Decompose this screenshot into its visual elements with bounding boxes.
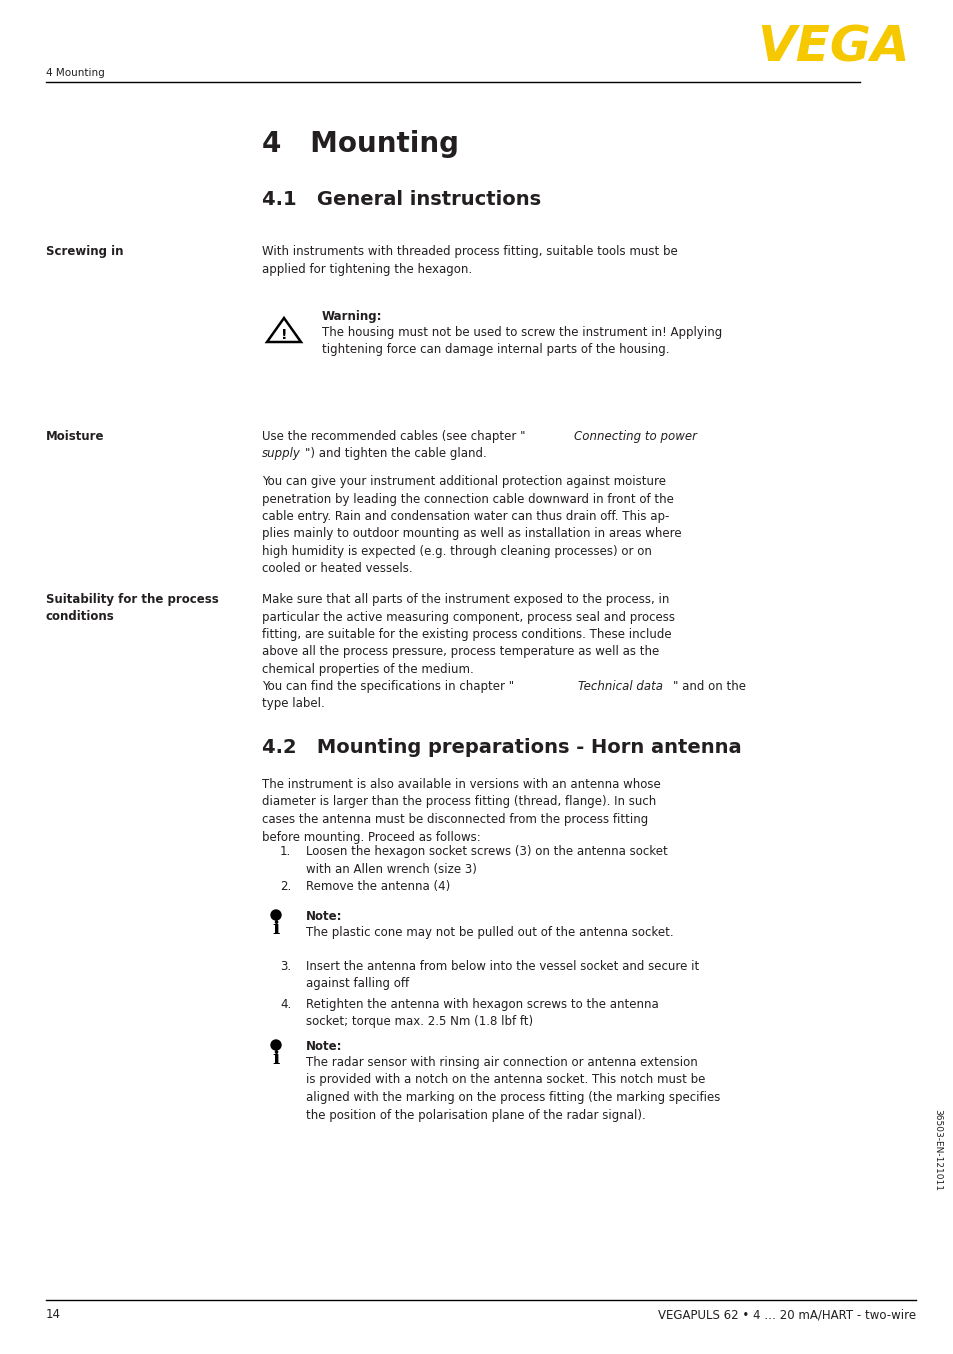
Text: You can find the specifications in chapter ": You can find the specifications in chapt… [262,680,514,693]
Text: Remove the antenna (4): Remove the antenna (4) [306,880,450,894]
Text: The radar sensor with rinsing air connection or antenna extension
is provided wi: The radar sensor with rinsing air connec… [306,1056,720,1121]
Text: 1.: 1. [280,845,291,858]
Text: ") and tighten the cable gland.: ") and tighten the cable gland. [305,447,486,460]
Text: 4.2   Mounting preparations - Horn antenna: 4.2 Mounting preparations - Horn antenna [262,738,740,757]
Text: Make sure that all parts of the instrument exposed to the process, in
particular: Make sure that all parts of the instrume… [262,593,675,676]
Text: The instrument is also available in versions with an antenna whose
diameter is l: The instrument is also available in vers… [262,779,660,844]
Text: " and on the: " and on the [672,680,745,693]
Text: Note:: Note: [306,1040,342,1053]
Text: Screwing in: Screwing in [46,245,123,259]
Circle shape [271,910,281,919]
Text: Suitability for the process
conditions: Suitability for the process conditions [46,593,218,623]
Text: The plastic cone may not be pulled out of the antenna socket.: The plastic cone may not be pulled out o… [306,926,673,940]
Text: i: i [272,919,279,938]
Text: With instruments with threaded process fitting, suitable tools must be
applied f: With instruments with threaded process f… [262,245,677,275]
Text: The housing must not be used to screw the instrument in! Applying
tightening for: The housing must not be used to screw th… [322,326,721,356]
Text: Moisture: Moisture [46,431,105,443]
Text: 4.: 4. [280,998,291,1011]
Text: 4 Mounting: 4 Mounting [46,68,105,79]
Text: Note:: Note: [306,910,342,923]
Text: 36503-EN-121011: 36503-EN-121011 [933,1109,942,1192]
Text: Loosen the hexagon socket screws (3) on the antenna socket
with an Allen wrench : Loosen the hexagon socket screws (3) on … [306,845,667,876]
Text: 4   Mounting: 4 Mounting [262,130,458,158]
Text: Use the recommended cables (see chapter ": Use the recommended cables (see chapter … [262,431,525,443]
Text: !: ! [280,328,287,343]
Text: supply: supply [262,447,300,460]
Text: 14: 14 [46,1308,61,1322]
Text: Technical data: Technical data [578,680,662,693]
Text: Connecting to power: Connecting to power [574,431,697,443]
Text: Retighten the antenna with hexagon screws to the antenna
socket; torque max. 2.5: Retighten the antenna with hexagon screw… [306,998,659,1029]
Text: 4.1   General instructions: 4.1 General instructions [262,190,540,209]
Text: You can give your instrument additional protection against moisture
penetration : You can give your instrument additional … [262,475,680,575]
Text: Insert the antenna from below into the vessel socket and secure it
against falli: Insert the antenna from below into the v… [306,960,699,991]
Text: VEGAPULS 62 • 4 … 20 mA/HART - two-wire: VEGAPULS 62 • 4 … 20 mA/HART - two-wire [658,1308,915,1322]
Text: i: i [272,1049,279,1068]
Text: 2.: 2. [280,880,291,894]
Text: VEGA: VEGA [757,23,909,70]
Text: 3.: 3. [280,960,291,974]
Text: Warning:: Warning: [322,310,382,324]
Circle shape [271,1040,281,1049]
Text: type label.: type label. [262,697,324,709]
